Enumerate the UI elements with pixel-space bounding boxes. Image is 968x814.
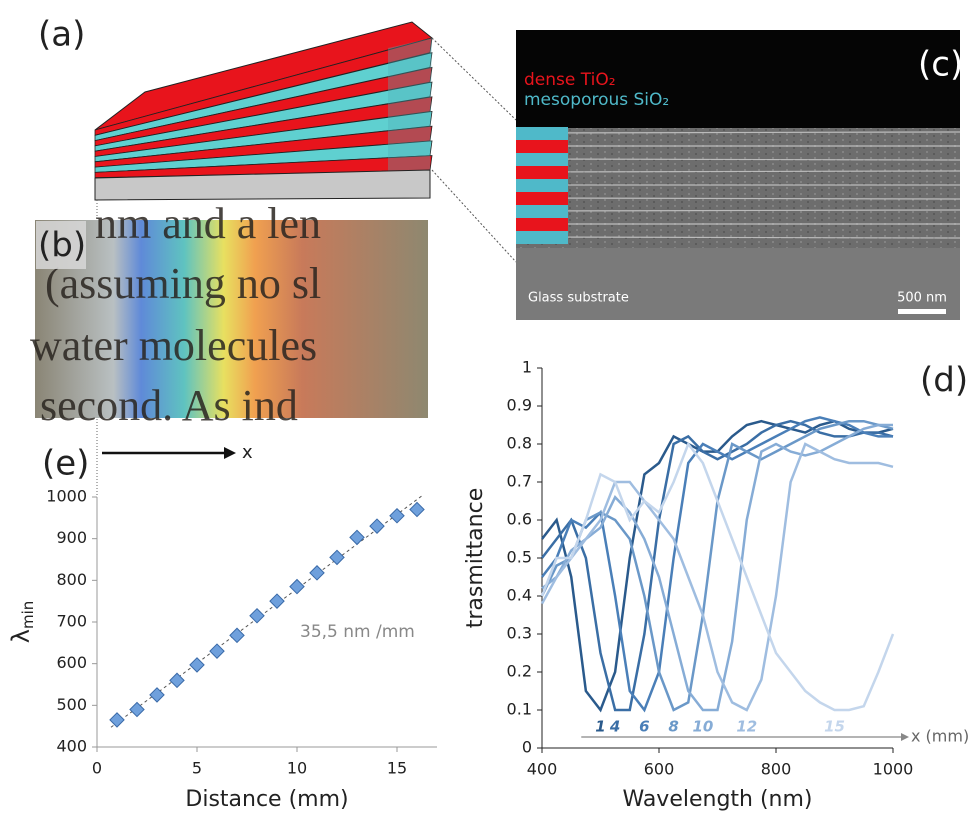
y-axis-title-main: λ <box>7 629 35 643</box>
y-tick-label: 800 <box>56 570 87 589</box>
series-label: 4 <box>609 718 620 736</box>
series-label: 12 <box>736 718 757 736</box>
x-tick-label: 5 <box>192 759 202 778</box>
layer-edge <box>388 38 432 178</box>
sem-bar <box>516 127 568 140</box>
scale-label: 500 nm <box>897 291 947 306</box>
x-tick-label: 1000 <box>873 760 914 779</box>
y-tick-label: 1000 <box>46 487 87 506</box>
sem-bar <box>516 166 568 179</box>
x-tick-label: 600 <box>644 760 675 779</box>
x-mm-label: x (mm) <box>911 727 968 746</box>
x-arrow-head <box>224 447 236 459</box>
photo-text: (assuming no sl <box>45 259 321 308</box>
sem-substrate <box>516 248 960 320</box>
sem-bar <box>516 140 568 153</box>
point <box>170 673 184 687</box>
point <box>150 688 164 702</box>
x-tick-label: 800 <box>761 760 792 779</box>
point <box>410 502 424 516</box>
y-tick-label: 400 <box>56 737 87 756</box>
panel-label: (a) <box>38 15 85 55</box>
photo-text: nm and a len <box>95 199 321 248</box>
panel-label: (b) <box>38 226 86 266</box>
series-line <box>542 421 893 710</box>
y-tick-label: 0.9 <box>507 396 532 415</box>
point <box>350 530 364 544</box>
y-tick-label: 0 <box>522 738 532 757</box>
scale-bar <box>898 309 946 314</box>
panel-label: (e) <box>42 444 89 484</box>
y-tick-label: 1 <box>522 358 532 377</box>
photo-text: water molecules <box>30 321 317 370</box>
series-label: 8 <box>668 718 678 736</box>
y-axis-title-sub: min <box>19 601 37 629</box>
point <box>330 550 344 564</box>
point <box>250 609 264 623</box>
panel-label: (d) <box>920 361 968 401</box>
sem-legend: dense TiO₂ <box>524 70 616 90</box>
photo-text: second. As ind <box>40 381 298 430</box>
sem-bar <box>516 205 568 218</box>
x-axis-title: Distance (mm) <box>185 787 348 812</box>
series-label: 6 <box>639 718 649 736</box>
y-tick-label: 500 <box>56 695 87 714</box>
y-tick-label: 0.2 <box>507 662 532 681</box>
point <box>110 713 124 727</box>
y-axis-title: λmin <box>7 601 37 644</box>
y-tick-label: 900 <box>56 528 87 547</box>
sem-bar <box>516 231 568 244</box>
sem-bar <box>516 192 568 205</box>
figure: (a) nm and a len (assuming no sl water m… <box>0 0 968 814</box>
panel-label: (c) <box>918 45 963 85</box>
point <box>310 566 324 580</box>
point <box>290 580 304 594</box>
series-label: 1 <box>595 718 605 736</box>
series-line <box>542 421 893 710</box>
y-tick-label: 0.6 <box>507 510 532 529</box>
y-tick-label: 0.7 <box>507 472 532 491</box>
sem-legend: mesoporous SiO₂ <box>524 90 669 110</box>
x-tick-label: 15 <box>387 759 407 778</box>
y-axis-title: trasmittance <box>463 488 488 628</box>
zoom-line <box>432 170 516 262</box>
point <box>210 644 224 658</box>
x-tick-label: 10 <box>287 759 307 778</box>
zoom-line <box>432 38 516 120</box>
x-mm-arrow <box>901 733 909 741</box>
x-tick-label: 0 <box>92 759 102 778</box>
point <box>190 658 204 672</box>
sem-bar <box>516 153 568 166</box>
sem-label: Glass substrate <box>528 291 629 306</box>
series-label: 15 <box>824 718 845 736</box>
y-tick-label: 0.8 <box>507 434 532 453</box>
y-tick-label: 0.4 <box>507 586 532 605</box>
y-tick-label: 700 <box>56 612 87 631</box>
annotation: 35,5 nm /mm <box>300 622 415 642</box>
sem-bar <box>516 179 568 192</box>
sem-bar <box>516 218 568 231</box>
series-label: 10 <box>692 718 713 736</box>
x-axis-title: Wavelength (nm) <box>622 787 812 812</box>
series-line <box>542 444 893 710</box>
y-tick-label: 0.3 <box>507 624 532 643</box>
point <box>370 519 384 533</box>
point <box>270 594 284 608</box>
x-arrow-label: x <box>242 442 253 463</box>
y-tick-label: 0.5 <box>507 548 532 567</box>
series-line <box>542 421 893 710</box>
y-tick-label: 600 <box>56 653 87 672</box>
x-tick-label: 400 <box>527 760 558 779</box>
y-tick-label: 0.1 <box>507 700 532 719</box>
